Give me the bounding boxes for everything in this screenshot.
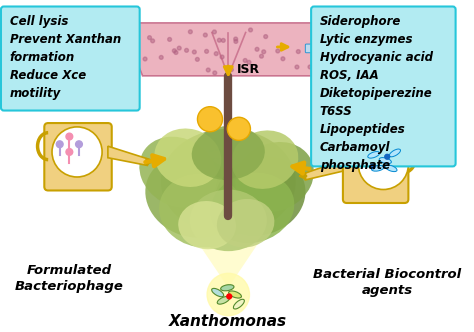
Circle shape	[260, 54, 264, 58]
Circle shape	[249, 28, 253, 32]
Circle shape	[214, 52, 218, 55]
Text: Bacterial Biocontrol
agents: Bacterial Biocontrol agents	[313, 269, 461, 297]
Ellipse shape	[159, 174, 246, 248]
Circle shape	[203, 33, 207, 37]
Ellipse shape	[217, 199, 274, 247]
Ellipse shape	[221, 285, 234, 291]
Ellipse shape	[178, 201, 236, 249]
Ellipse shape	[233, 299, 245, 309]
Circle shape	[66, 133, 73, 140]
Circle shape	[185, 48, 189, 52]
Ellipse shape	[139, 137, 217, 208]
Text: Xanthomonas: Xanthomonas	[169, 314, 287, 329]
Ellipse shape	[235, 142, 314, 212]
Circle shape	[213, 71, 217, 75]
Circle shape	[56, 141, 63, 148]
FancyBboxPatch shape	[1, 7, 140, 111]
Circle shape	[295, 65, 299, 69]
Ellipse shape	[155, 128, 221, 187]
Circle shape	[212, 30, 216, 34]
FancyBboxPatch shape	[305, 44, 325, 53]
Circle shape	[177, 46, 181, 50]
Ellipse shape	[228, 291, 241, 298]
Circle shape	[262, 50, 265, 54]
Circle shape	[229, 68, 233, 72]
Circle shape	[264, 35, 268, 39]
Circle shape	[228, 117, 250, 140]
Circle shape	[174, 50, 178, 54]
Ellipse shape	[215, 157, 305, 236]
Circle shape	[218, 38, 221, 42]
Ellipse shape	[368, 151, 380, 158]
Ellipse shape	[190, 190, 267, 251]
Polygon shape	[121, 23, 337, 76]
Circle shape	[243, 58, 247, 62]
Circle shape	[370, 164, 375, 169]
Ellipse shape	[231, 130, 298, 189]
Circle shape	[76, 141, 82, 148]
Circle shape	[247, 60, 251, 64]
Circle shape	[317, 40, 321, 44]
Circle shape	[220, 55, 224, 59]
Polygon shape	[302, 159, 347, 180]
Circle shape	[319, 28, 323, 32]
FancyBboxPatch shape	[343, 135, 409, 203]
Circle shape	[206, 68, 210, 72]
Circle shape	[192, 50, 196, 54]
Circle shape	[147, 36, 152, 40]
Ellipse shape	[379, 158, 392, 164]
FancyBboxPatch shape	[312, 32, 331, 40]
Circle shape	[195, 57, 199, 61]
Ellipse shape	[217, 296, 230, 304]
Circle shape	[276, 49, 280, 53]
Ellipse shape	[372, 165, 384, 171]
Ellipse shape	[212, 289, 224, 297]
Ellipse shape	[192, 126, 265, 180]
Polygon shape	[192, 235, 264, 288]
Circle shape	[205, 49, 209, 53]
Ellipse shape	[385, 165, 397, 172]
Circle shape	[358, 139, 409, 190]
Circle shape	[173, 49, 176, 53]
Circle shape	[52, 127, 102, 177]
Circle shape	[221, 39, 225, 42]
Circle shape	[308, 65, 312, 69]
Text: Formulated
Bacteriophage: Formulated Bacteriophage	[15, 264, 124, 293]
Circle shape	[198, 107, 222, 132]
Ellipse shape	[389, 149, 401, 157]
Circle shape	[168, 38, 172, 42]
Text: Cell lysis
Prevent Xanthan
formation
Reduce Xce
motility: Cell lysis Prevent Xanthan formation Red…	[9, 15, 121, 100]
Circle shape	[207, 273, 249, 316]
Circle shape	[234, 40, 238, 43]
Text: ISR: ISR	[237, 63, 260, 76]
Circle shape	[227, 294, 232, 299]
Circle shape	[296, 50, 300, 53]
Circle shape	[189, 30, 192, 34]
Circle shape	[255, 47, 259, 51]
FancyBboxPatch shape	[311, 7, 456, 166]
Text: Siderophore
Lytic enzymes
Hydrocyanic acid
ROS, IAA
Diketopiperezine
T6SS
Lipope: Siderophore Lytic enzymes Hydrocyanic ac…	[320, 15, 433, 172]
Circle shape	[234, 37, 237, 41]
Circle shape	[159, 55, 163, 59]
Ellipse shape	[210, 173, 294, 243]
Circle shape	[312, 70, 316, 74]
Ellipse shape	[146, 155, 240, 238]
FancyBboxPatch shape	[44, 123, 112, 191]
Circle shape	[151, 39, 155, 43]
Ellipse shape	[161, 129, 296, 235]
Circle shape	[321, 47, 325, 50]
Circle shape	[385, 154, 390, 159]
Circle shape	[143, 57, 147, 61]
Circle shape	[66, 149, 73, 155]
Polygon shape	[108, 146, 150, 165]
Circle shape	[281, 57, 285, 61]
